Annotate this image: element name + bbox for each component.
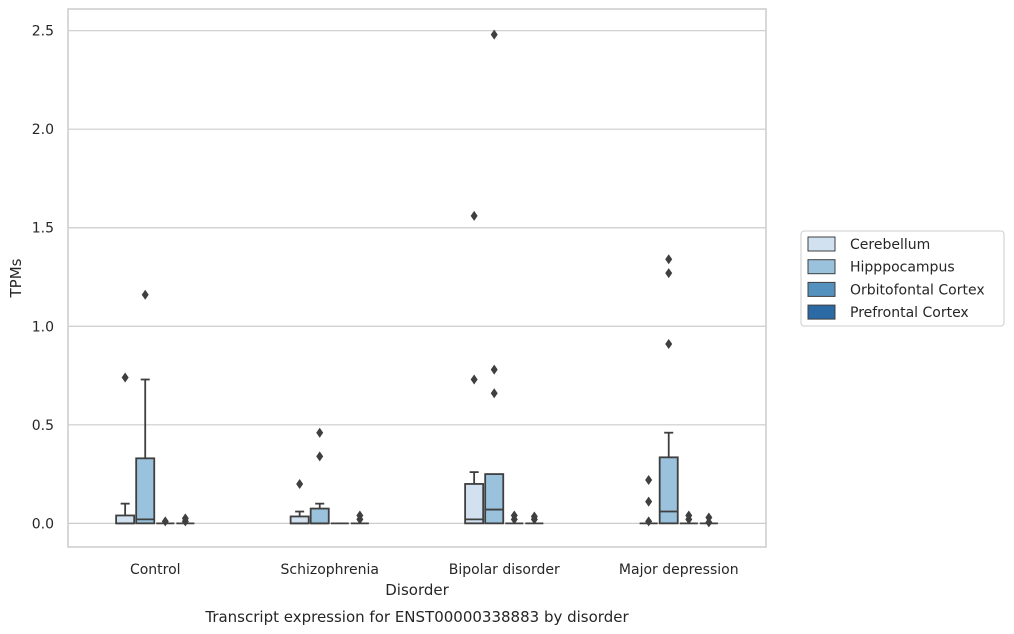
box-hipppocampus xyxy=(658,254,679,525)
legend-label: Prefrontal Cortex xyxy=(850,305,969,321)
outlier-point xyxy=(490,29,498,40)
legend-items: Cerebellum Hipppocampus Orbitofontal Corte… xyxy=(807,236,985,321)
box-iqr xyxy=(309,507,330,525)
outlier-point xyxy=(490,388,498,399)
y-tick-label: 2.0 xyxy=(32,122,54,138)
box-cerebellum xyxy=(289,478,310,525)
outlier-point xyxy=(470,374,478,385)
outlier-point xyxy=(141,289,149,300)
legend-item: Orbitofontal Cortex xyxy=(807,281,985,298)
x-tick-label: Bipolar disorder xyxy=(449,562,560,578)
outlier-point xyxy=(316,427,324,438)
box-hipppocampus xyxy=(484,29,505,525)
y-tick-label: 2.5 xyxy=(32,24,54,40)
box-iqr xyxy=(658,456,679,525)
box-iqr xyxy=(115,514,136,525)
x-axis-ticks: Control Schizophrenia Bipolar disorder Majo… xyxy=(130,562,739,578)
legend: Cerebellum Hipppocampus Orbitofontal Corte… xyxy=(800,230,1005,327)
outlier-point xyxy=(665,268,673,279)
box-prefrontal-cortex xyxy=(525,511,544,525)
plot-frame xyxy=(67,8,767,548)
legend-item: Hipppocampus xyxy=(807,259,955,276)
legend-label: Hipppocampus xyxy=(850,260,955,276)
box-iqr xyxy=(464,483,485,525)
outlier-point xyxy=(490,364,498,375)
outlier-point xyxy=(705,512,713,523)
y-axis-label: TPMs xyxy=(7,258,25,298)
legend-label: Orbitofontal Cortex xyxy=(850,282,985,298)
legend-item: Cerebellum xyxy=(807,236,930,253)
x-tick-label: Major depression xyxy=(619,562,739,578)
outlier-point xyxy=(665,339,673,350)
outlier-point xyxy=(510,510,518,521)
outlier-point xyxy=(470,210,478,221)
box-prefrontal-cortex xyxy=(699,512,718,528)
box-iqr xyxy=(289,515,310,525)
legend-swatch xyxy=(807,236,836,252)
box-cerebellum xyxy=(464,210,485,525)
legend-swatch xyxy=(807,304,836,320)
box-cerebellum xyxy=(115,372,136,525)
box-orbitofontal-cortex xyxy=(505,510,524,525)
box-iqr xyxy=(135,457,156,525)
box-hipppocampus xyxy=(309,427,330,525)
y-axis-ticks: 0.0 0.5 1.0 1.5 2.0 2.5 xyxy=(32,24,54,533)
outlier-point xyxy=(356,510,364,521)
y-tick-label: 1.0 xyxy=(32,319,54,335)
x-tick-label: Control xyxy=(130,562,181,578)
box-prefrontal-cortex xyxy=(176,513,195,527)
outlier-point xyxy=(296,478,304,489)
outlier-point xyxy=(665,254,673,265)
outlier-point xyxy=(181,513,189,524)
y-tick-label: 0.0 xyxy=(32,516,54,532)
plot-area-background xyxy=(68,9,766,547)
y-tick-label: 0.5 xyxy=(32,418,54,434)
y-tick-label: 1.5 xyxy=(32,221,54,237)
outlier-point xyxy=(316,451,324,462)
outlier-point xyxy=(645,496,653,507)
legend-swatch xyxy=(807,259,836,275)
box-iqr xyxy=(484,473,505,525)
outlier-point xyxy=(685,510,693,521)
outlier-point xyxy=(530,511,538,522)
legend-label: Cerebellum xyxy=(850,237,930,253)
box-cerebellum xyxy=(639,474,658,527)
box-orbitofontal-cortex xyxy=(156,516,175,527)
box-prefrontal-cortex xyxy=(350,510,369,525)
legend-item: Prefrontal Cortex xyxy=(807,304,969,321)
box-plot-series xyxy=(115,29,718,528)
box-orbitofontal-cortex xyxy=(679,510,698,525)
outlier-point xyxy=(161,516,169,527)
chart-caption: Transcript expression for ENST0000033888… xyxy=(204,608,629,626)
box-hipppocampus xyxy=(135,289,156,525)
outlier-point xyxy=(645,474,653,485)
x-tick-label: Schizophrenia xyxy=(281,562,379,578)
outlier-point xyxy=(645,516,653,527)
legend-frame xyxy=(800,230,1005,327)
outlier-point xyxy=(121,372,129,383)
legend-swatch xyxy=(807,281,836,297)
x-axis-label: Disorder xyxy=(385,581,449,599)
